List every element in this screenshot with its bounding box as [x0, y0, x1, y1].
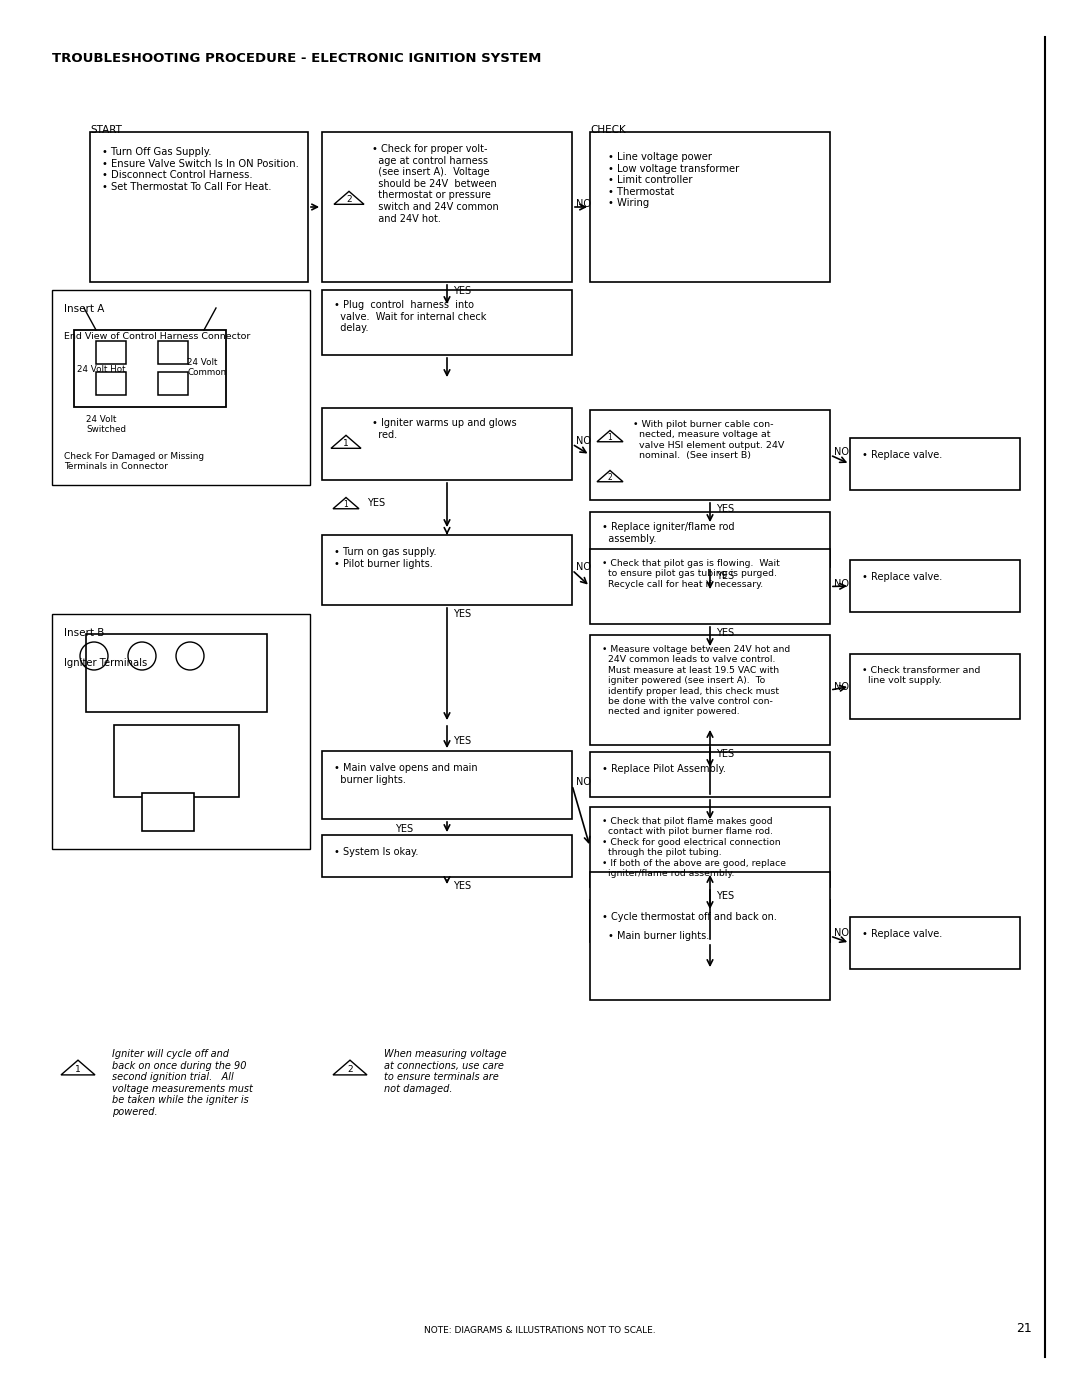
Text: NO: NO	[576, 436, 591, 446]
Text: NOTE: DIAGRAMS & ILLUSTRATIONS NOT TO SCALE.: NOTE: DIAGRAMS & ILLUSTRATIONS NOT TO SC…	[424, 1326, 656, 1336]
Text: • Replace valve.: • Replace valve.	[862, 929, 942, 939]
Bar	[590, 752, 831, 798]
Text: 1: 1	[343, 439, 349, 447]
Text: When measuring voltage
at connections, use care
to ensure terminals are
not dama: When measuring voltage at connections, u…	[384, 1049, 507, 1094]
Bar	[158, 372, 188, 395]
Text: YES: YES	[716, 629, 734, 638]
Bar	[850, 560, 1020, 612]
Text: YES: YES	[716, 891, 734, 901]
Text: 24 Volt
Common: 24 Volt Common	[187, 358, 226, 377]
Text: YES: YES	[716, 504, 734, 514]
Bar	[590, 511, 831, 567]
Text: Insert A: Insert A	[64, 305, 105, 314]
Text: • Turn Off Gas Supply.
• Ensure Valve Switch Is In ON Position.
• Disconnect Con: • Turn Off Gas Supply. • Ensure Valve Sw…	[102, 147, 299, 191]
Text: • System Is okay.: • System Is okay.	[334, 847, 418, 856]
Text: • Replace valve.: • Replace valve.	[862, 571, 942, 583]
Text: 1: 1	[76, 1065, 81, 1073]
Bar	[114, 725, 239, 798]
Bar	[590, 636, 831, 745]
Text: • Replace igniter/flame rod
  assembly.: • Replace igniter/flame rod assembly.	[602, 522, 734, 543]
Text: Igniter Terminals: Igniter Terminals	[64, 658, 147, 668]
Text: • Main burner lights.: • Main burner lights.	[608, 930, 710, 942]
Bar	[52, 291, 310, 485]
Text: TROUBLESHOOTING PROCEDURE - ELECTRONIC IGNITION SYSTEM: TROUBLESHOOTING PROCEDURE - ELECTRONIC I…	[52, 52, 541, 66]
Text: End View of Control Harness Connector: End View of Control Harness Connector	[64, 332, 251, 341]
Text: Insert B: Insert B	[64, 629, 105, 638]
Text: NO: NO	[576, 562, 591, 571]
Bar	[850, 916, 1020, 970]
Bar	[322, 535, 572, 605]
Text: YES: YES	[453, 609, 471, 619]
Text: 24 Volt Hot: 24 Volt Hot	[77, 365, 125, 374]
Bar	[590, 807, 831, 887]
Bar	[96, 341, 126, 365]
Text: YES: YES	[716, 749, 734, 759]
Text: 21: 21	[1016, 1322, 1032, 1336]
Text: NO: NO	[834, 578, 849, 588]
Text: • Check that pilot flame makes good
  contact with pilot burner flame rod.
• Che: • Check that pilot flame makes good cont…	[602, 817, 786, 877]
Text: • Cycle thermostat off and back on.: • Cycle thermostat off and back on.	[602, 912, 777, 922]
Bar	[590, 900, 831, 942]
Bar	[141, 793, 194, 831]
Text: NO: NO	[834, 447, 849, 457]
Text: 1: 1	[343, 500, 349, 509]
Bar	[590, 549, 831, 624]
Bar	[322, 835, 572, 877]
Bar	[322, 408, 572, 481]
Text: NO: NO	[834, 682, 849, 692]
Text: 1: 1	[608, 433, 612, 441]
Text: NO: NO	[834, 928, 849, 937]
Text: • Turn on gas supply.
• Pilot burner lights.: • Turn on gas supply. • Pilot burner lig…	[334, 548, 436, 569]
Bar	[86, 634, 267, 712]
Bar	[52, 615, 310, 849]
Text: • Plug  control  harness  into
  valve.  Wait for internal check
  delay.: • Plug control harness into valve. Wait …	[334, 300, 486, 334]
Bar	[75, 330, 226, 407]
Bar	[90, 131, 308, 282]
Text: • Igniter warms up and glows
  red.: • Igniter warms up and glows red.	[372, 418, 516, 440]
Text: 2: 2	[347, 194, 352, 204]
Text: START: START	[90, 124, 122, 136]
Text: • Check for proper volt-
  age at control harness
  (see insert A).  Voltage
  s: • Check for proper volt- age at control …	[372, 144, 499, 224]
Text: • Line voltage power
• Low voltage transformer
• Limit controller
• Thermostat
•: • Line voltage power • Low voltage trans…	[608, 152, 739, 208]
Text: • Replace Pilot Assembly.: • Replace Pilot Assembly.	[602, 764, 726, 774]
Text: YES: YES	[395, 824, 414, 834]
Text: • Check transformer and
  line volt supply.: • Check transformer and line volt supply…	[862, 666, 981, 686]
Bar	[322, 291, 572, 355]
Text: Check For Damaged or Missing
Terminals in Connector: Check For Damaged or Missing Terminals i…	[64, 453, 204, 471]
Text: • Replace valve.: • Replace valve.	[862, 450, 942, 460]
Bar	[590, 409, 831, 500]
Text: Igniter will cycle off and
back on once during the 90
second ignition trial.   A: Igniter will cycle off and back on once …	[112, 1049, 253, 1118]
Text: • Check that pilot gas is flowing.  Wait
  to ensure pilot gas tubing is purged.: • Check that pilot gas is flowing. Wait …	[602, 559, 780, 588]
Bar	[322, 752, 572, 819]
Text: YES: YES	[716, 571, 734, 581]
Text: • Measure voltage between 24V hot and
  24V common leads to valve control.
  Mus: • Measure voltage between 24V hot and 24…	[602, 645, 791, 717]
Text: • With pilot burner cable con-
  nected, measure voltage at
  valve HSI element : • With pilot burner cable con- nected, m…	[633, 420, 784, 460]
Text: NO: NO	[576, 198, 591, 210]
Bar	[590, 131, 831, 282]
Bar	[590, 872, 831, 1000]
Text: YES: YES	[453, 882, 471, 891]
Text: YES: YES	[367, 497, 386, 509]
Text: 2: 2	[347, 1065, 353, 1073]
Text: CHECK: CHECK	[590, 124, 625, 136]
Bar	[850, 439, 1020, 490]
Text: 24 Volt
Switched: 24 Volt Switched	[86, 415, 126, 434]
Bar	[96, 372, 126, 395]
Text: • Main valve opens and main
  burner lights.: • Main valve opens and main burner light…	[334, 763, 477, 785]
Text: YES: YES	[453, 286, 471, 296]
Text: YES: YES	[453, 736, 471, 746]
Text: NO: NO	[576, 777, 591, 787]
Bar	[850, 654, 1020, 719]
Bar	[322, 131, 572, 282]
Bar	[158, 341, 188, 365]
Text: 2: 2	[608, 472, 612, 482]
